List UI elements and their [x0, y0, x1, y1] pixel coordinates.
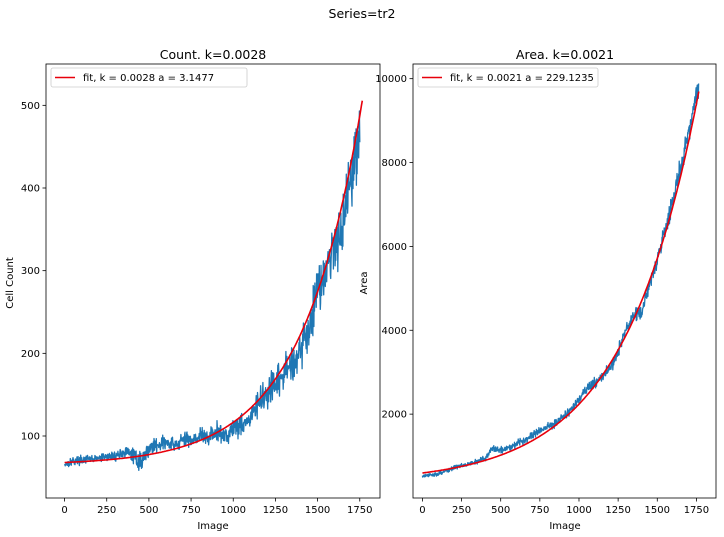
count-ticks: 0 250 500 750 1000 1250 1500 1750 100 200 300 400 50…	[21, 101, 373, 516]
area-data-series-line	[421, 83, 700, 478]
count-y-axis-label: Cell Count	[5, 257, 16, 309]
area-plot-frame	[412, 63, 717, 499]
count-x-tick-label: 0	[61, 505, 67, 516]
area-chart-title: Area. k=0.0021	[516, 47, 614, 62]
area-x-tick-label: 1000	[566, 505, 591, 516]
count-x-tick-label: 1500	[305, 505, 330, 516]
area-y-tick-label: 4000	[382, 326, 407, 337]
count-fit-line	[64, 100, 364, 464]
count-chart-title: Count. k=0.0028	[160, 47, 267, 62]
count-x-tick-label: 250	[97, 505, 116, 516]
count-x-tick-label: 1250	[263, 505, 288, 516]
count-marks	[64, 100, 364, 471]
area-x-tick-label: 500	[491, 505, 510, 516]
area-marks	[421, 83, 700, 478]
area-x-tick-label: 1750	[684, 505, 709, 516]
area-legend-box	[417, 67, 599, 88]
count-y-tick-label: 400	[21, 184, 40, 195]
count-x-tick-label: 750	[182, 505, 201, 516]
area-x-axis-label: Image	[549, 521, 580, 532]
area-x-tick-label: 1500	[645, 505, 670, 516]
area-y-tick-label: 6000	[382, 242, 407, 253]
area-x-tick-label: 250	[452, 505, 471, 516]
area-y-tick-label: 10000	[375, 74, 407, 85]
area-panel: Area. k=0.0021 Image Area 0 250 500 750 1000…	[359, 47, 717, 532]
count-panel: Count. k=0.0028 Image Cell Count 0 250 500…	[5, 47, 381, 532]
area-x-tick-label: 750	[530, 505, 549, 516]
area-x-tick-label: 0	[419, 505, 425, 516]
area-x-tick-label: 1250	[605, 505, 630, 516]
count-legend-box	[50, 67, 248, 88]
count-x-tick-label: 1750	[347, 505, 372, 516]
count-x-axis-label: Image	[197, 521, 228, 532]
area-y-tick-label: 8000	[382, 158, 407, 169]
area-y-axis-label: Area	[359, 271, 370, 294]
count-y-tick-label: 200	[21, 349, 40, 360]
figure-suptitle: Series=tr2	[329, 6, 396, 21]
count-x-tick-label: 1000	[221, 505, 246, 516]
area-fit-line	[422, 91, 700, 474]
count-y-tick-label: 100	[21, 432, 40, 443]
area-legend: fit, k = 0.0021 a = 229.1235	[417, 67, 599, 88]
count-y-tick-label: 300	[21, 266, 40, 277]
area-legend-label: fit, k = 0.0021 a = 229.1235	[450, 73, 594, 84]
count-legend-label: fit, k = 0.0028 a = 3.1477	[83, 73, 214, 84]
count-plot-frame	[45, 63, 381, 499]
count-x-tick-label: 500	[139, 505, 158, 516]
area-y-tick-label: 2000	[382, 410, 407, 421]
count-legend: fit, k = 0.0028 a = 3.1477	[50, 67, 248, 88]
count-y-tick-label: 500	[21, 101, 40, 112]
area-ticks: 0 250 500 750 1000 1250 1500 1750 2000 4000 6000 80…	[375, 74, 709, 516]
count-data-series-line	[64, 110, 361, 471]
